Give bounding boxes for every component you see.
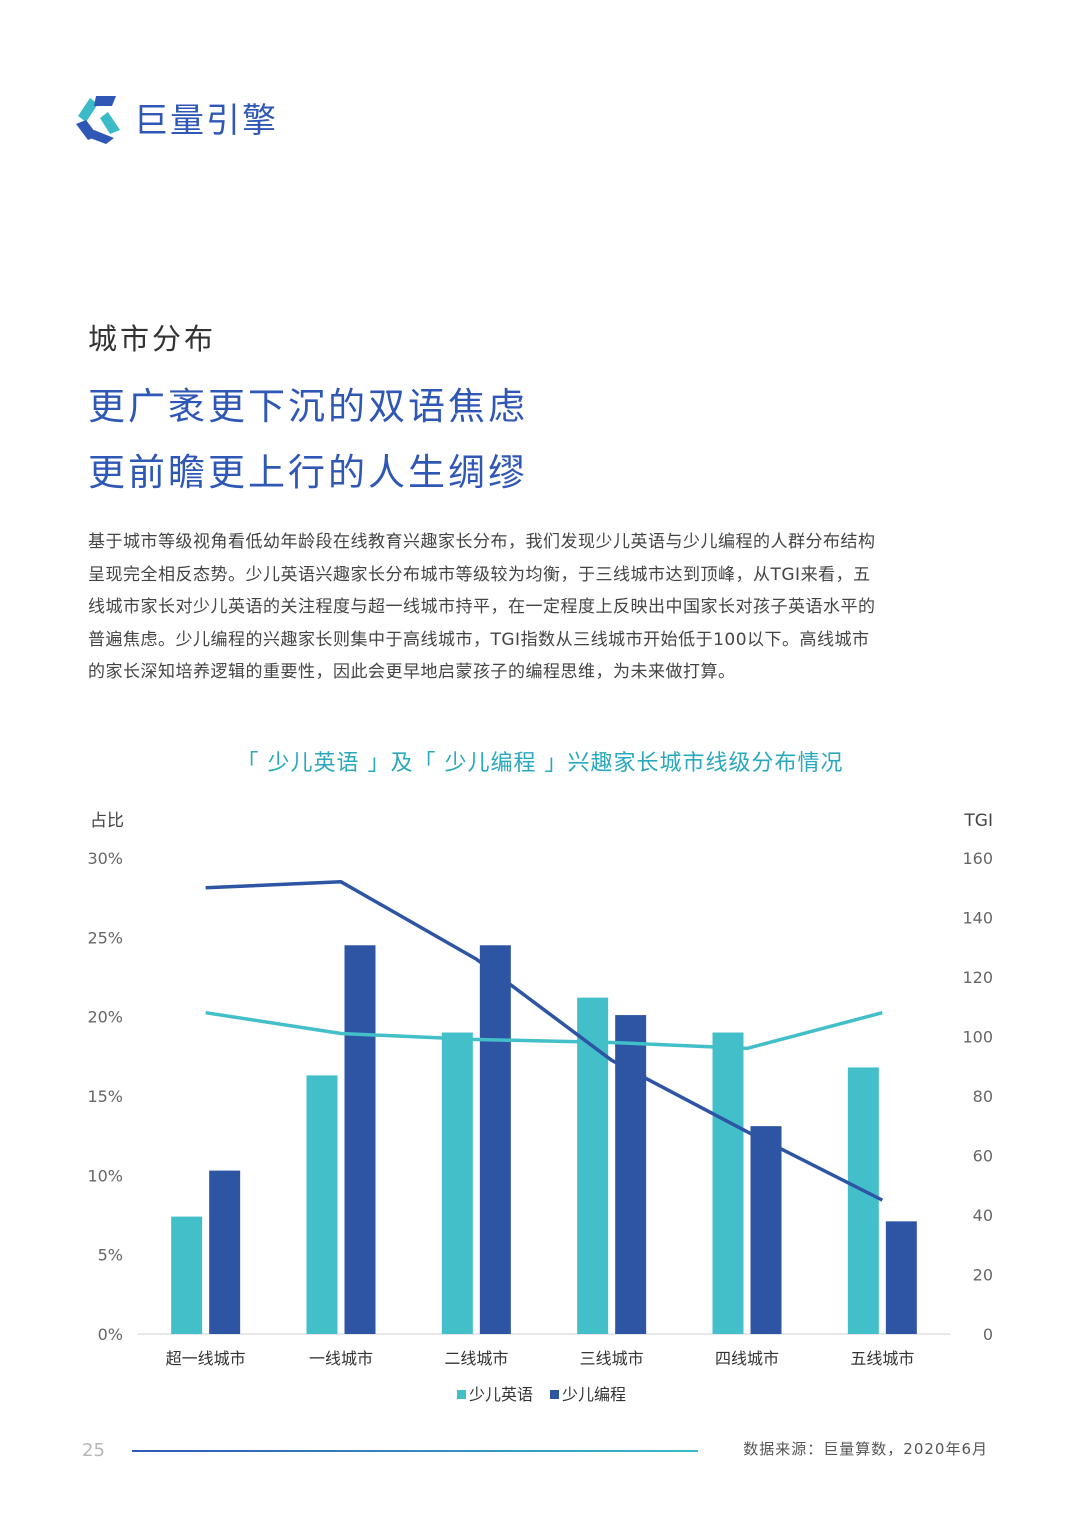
page-number: 25: [82, 1440, 105, 1461]
y-tick-label: 25%: [87, 928, 123, 947]
bar-english: [171, 1216, 203, 1334]
y2-tick-label: 40: [973, 1206, 993, 1225]
y2-tick-label: 100: [962, 1028, 993, 1047]
bar-english: [847, 1067, 879, 1334]
bar-coding: [209, 1170, 241, 1334]
bar-english: [712, 1032, 744, 1334]
juliang-logo-icon: [76, 96, 120, 144]
bar-english: [306, 1075, 338, 1334]
headline-line-1: 更广袤更下沉的双语焦虑: [88, 385, 528, 428]
legend-label: 少儿编程: [562, 1385, 626, 1404]
y2-tick-label: 60: [973, 1147, 993, 1166]
legend-swatch: [457, 1390, 466, 1399]
bar-coding: [885, 1221, 917, 1334]
y2-tick-label: 140: [962, 909, 993, 928]
tgi-line-coding: [205, 880, 884, 1202]
body-line: 普遍焦虑。少儿编程的兴趣家长则集中于高线城市，TGI指数从三线城市开始低于100…: [88, 629, 870, 650]
y-axis-title: 占比: [90, 811, 124, 831]
x-tick-label: 二线城市: [444, 1349, 508, 1368]
y2-tick-label: 80: [973, 1087, 993, 1106]
body-line: 线城市家长对少儿英语的关注程度与超一线城市持平，在一定程度上反映出中国家长对孩子…: [88, 597, 876, 618]
y2-tick-label: 20: [973, 1266, 993, 1285]
body-line: 基于城市等级视角看低幼年龄段在线教育兴趣家长分布，我们发现少儿英语与少儿编程的人…: [88, 532, 876, 552]
legend-swatch: [550, 1390, 559, 1399]
data-source: 数据来源：巨量算数，2020年6月: [743, 1440, 988, 1458]
legend-label: 少儿英语: [469, 1385, 533, 1404]
bar-coding: [479, 945, 511, 1334]
y-tick-label: 20%: [87, 1008, 123, 1027]
combo-chart: 占比 TGI 0% 5% 10% 15% 20% 25% 30% 0 20 40 60 80 100 120 1…: [87, 811, 993, 1404]
section-label: 城市分布: [88, 322, 217, 356]
y-tick-label: 30%: [87, 849, 123, 868]
tgi-line-english: [205, 1010, 883, 1051]
y2-tick-label: 0: [983, 1325, 993, 1344]
x-tick-label: 超一线城市: [166, 1349, 246, 1368]
x-tick-label: 四线城市: [715, 1349, 779, 1368]
footer-divider: [132, 1450, 698, 1452]
brand-name: 巨量引擎: [134, 100, 278, 141]
x-tick-label: 五线城市: [850, 1349, 914, 1368]
body-line: 的家长深知培养逻辑的重要性，因此会更早地启蒙孩子的编程思维，为未来做打算。: [88, 662, 736, 683]
y2-tick-label: 160: [962, 849, 993, 868]
headline-line-2: 更前瞻更上行的人生绸缪: [88, 451, 528, 494]
chart-title: 「 少儿英语 」及「 少儿编程 」兴趣家长城市线级分布情况: [236, 751, 844, 776]
brand-logo: 巨量引擎: [72, 90, 278, 144]
y-tick-label: 15%: [87, 1087, 123, 1106]
bar-english: [441, 1032, 473, 1334]
y2-tick-label: 120: [962, 968, 993, 987]
body-line: 呈现完全相反态势。少儿英语兴趣家长分布城市等级较为均衡，于三线城市达到顶峰，从T…: [88, 564, 871, 585]
y2-axis-title: TGI: [963, 811, 993, 831]
y-tick-label: 5%: [98, 1246, 123, 1265]
bar-coding: [615, 1015, 647, 1334]
y-tick-label: 10%: [87, 1166, 123, 1185]
x-tick-label: 一线城市: [309, 1349, 373, 1368]
body-paragraph: 基于城市等级视角看低幼年龄段在线教育兴趣家长分布，我们发现少儿英语与少儿编程的人…: [88, 526, 992, 689]
y-tick-label: 0%: [98, 1325, 123, 1344]
bar-coding: [750, 1126, 782, 1334]
bar-coding: [344, 945, 376, 1334]
x-tick-label: 三线城市: [580, 1349, 644, 1368]
